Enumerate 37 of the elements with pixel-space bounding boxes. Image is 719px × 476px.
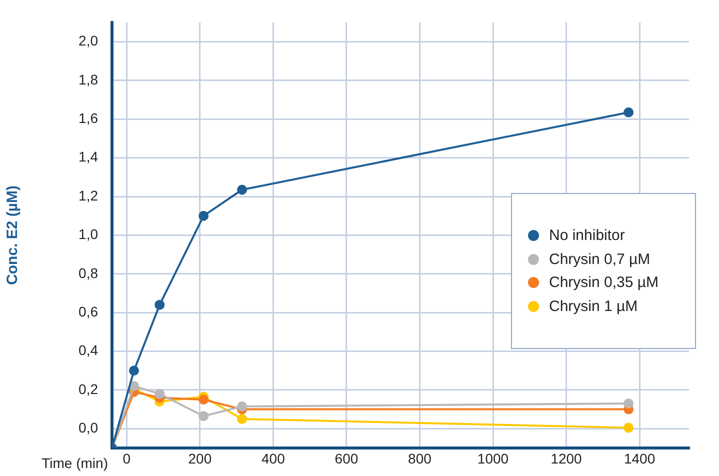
point <box>198 210 209 221</box>
point <box>624 398 634 409</box>
y-tick-label: 1,2 <box>78 187 98 204</box>
point <box>237 401 248 412</box>
x-tick-label: 800 <box>408 450 432 466</box>
y-tick-label: 1,4 <box>78 148 98 165</box>
y-tick-label: 0,4 <box>78 342 98 358</box>
point <box>154 300 165 310</box>
x-tick-label: 1000 <box>477 450 509 466</box>
x-tick-label: 0 <box>122 450 131 466</box>
legend-label: No inhibitor <box>549 227 625 244</box>
y-tick-label: 2,0 <box>78 32 98 49</box>
point <box>198 394 209 405</box>
legend-label: Chrysin 0,35 µM <box>549 274 659 292</box>
x-tick-label: 1200 <box>550 450 582 466</box>
point <box>128 366 139 376</box>
x-tick-label: 400 <box>262 450 286 466</box>
x-axis-title: Time (min) <box>42 454 108 471</box>
y-tick-label: 0,2 <box>78 380 98 397</box>
x-tick-label: 600 <box>334 450 358 466</box>
y-axis-title: Conc. E2 (µM) <box>4 185 22 285</box>
point <box>198 411 209 422</box>
y-tick-label: 0,8 <box>78 264 98 281</box>
point <box>237 414 248 424</box>
x-tick-label: 1400 <box>624 450 656 466</box>
y-tick-label: 0,0 <box>78 420 98 436</box>
legend-label: Chrysin 0,7 µM <box>549 250 650 268</box>
legend-label: Chrysin 1 µM <box>549 298 638 315</box>
point <box>624 107 634 118</box>
y-tick-label: 1,6 <box>78 110 98 126</box>
y-tick-label: 1,0 <box>78 226 98 242</box>
point <box>624 422 634 433</box>
point <box>237 184 248 195</box>
point <box>154 388 165 399</box>
x-tick-label: 200 <box>188 450 212 466</box>
y-tick-label: 0,6 <box>78 303 98 320</box>
y-tick-label: 1,8 <box>78 71 98 88</box>
